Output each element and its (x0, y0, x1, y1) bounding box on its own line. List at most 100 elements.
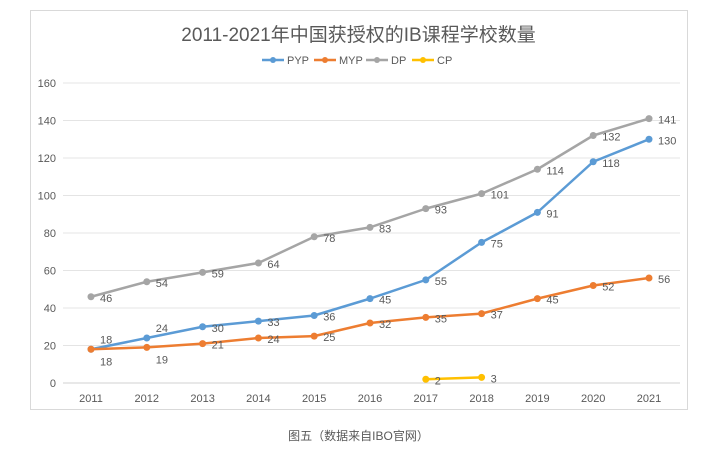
data-label-myp: 35 (435, 313, 447, 325)
data-label-cp: 3 (491, 373, 497, 385)
data-point-cp (422, 375, 430, 383)
data-label-dp: 46 (100, 293, 112, 305)
data-label-pyp: 33 (267, 317, 279, 329)
data-label-dp: 93 (435, 205, 447, 217)
chart-frame (30, 10, 688, 410)
data-point-pyp (254, 317, 262, 325)
series-line-pyp (90, 138, 650, 351)
data-point-pyp (589, 158, 597, 166)
data-point-dp (310, 233, 318, 241)
data-label-pyp: 118 (602, 158, 620, 170)
series-line-myp (90, 276, 650, 351)
x-tick-label: 2020 (581, 393, 605, 405)
data-point-myp (366, 319, 374, 327)
data-point-dp (143, 278, 151, 286)
y-tick-label: 160 (38, 78, 56, 90)
data-label-pyp: 30 (212, 323, 224, 335)
data-label-pyp: 55 (435, 276, 447, 288)
data-point-dp (589, 132, 597, 139)
data-point-myp (589, 282, 597, 289)
data-point-pyp (310, 312, 318, 319)
x-tick-label: 2012 (135, 393, 159, 405)
data-point-pyp (645, 135, 653, 143)
y-tick-label: 20 (44, 341, 56, 353)
y-tick-label: 0 (50, 378, 56, 390)
y-tick-label: 60 (44, 266, 56, 278)
data-label-pyp: 45 (379, 295, 391, 307)
data-label-pyp: 75 (491, 238, 503, 250)
data-label-dp: 59 (212, 268, 224, 280)
data-label-myp: 18 (100, 356, 112, 368)
data-label-myp: 37 (491, 310, 503, 322)
data-label-dp: 141 (658, 115, 676, 127)
y-tick-label: 120 (38, 153, 56, 165)
data-point-myp (254, 334, 262, 342)
legend-marker-cp (420, 57, 426, 63)
data-point-dp (366, 223, 374, 231)
data-label-myp: 45 (546, 295, 558, 307)
x-tick-label: 2013 (190, 393, 214, 405)
y-tick-label: 40 (44, 303, 56, 315)
x-tick-label: 2016 (358, 393, 382, 405)
legend-label-myp: MYP (339, 55, 363, 67)
x-tick-label: 2018 (469, 393, 493, 405)
series-line-cp (425, 376, 482, 381)
data-label-pyp: 130 (658, 135, 676, 147)
legend-label-pyp: PYP (287, 55, 309, 67)
data-label-myp: 25 (323, 332, 335, 344)
data-point-pyp (199, 323, 207, 331)
data-point-dp (533, 165, 541, 173)
data-point-pyp (533, 208, 541, 216)
data-point-dp (199, 268, 207, 276)
data-label-cp: 2 (435, 375, 441, 387)
x-tick-label: 2019 (525, 393, 549, 405)
legend-marker-dp (374, 57, 380, 63)
y-tick-label: 140 (38, 116, 56, 128)
data-label-pyp: 36 (323, 312, 335, 324)
data-point-dp (645, 115, 653, 123)
legend-label-cp: CP (437, 55, 452, 67)
data-point-myp (645, 274, 653, 282)
data-label-pyp: 18 (100, 334, 112, 346)
data-label-dp: 101 (491, 190, 509, 202)
data-label-dp: 64 (267, 259, 279, 271)
x-tick-label: 2014 (246, 393, 270, 405)
data-label-dp: 114 (546, 165, 564, 177)
x-tick-label: 2017 (414, 393, 438, 405)
chart-title: 2011-2021年中国获授权的IB课程学校数量 (181, 25, 536, 46)
data-label-pyp: 91 (546, 208, 558, 220)
data-point-myp (143, 343, 151, 351)
data-label-myp: 24 (267, 334, 279, 346)
data-point-dp (87, 293, 95, 301)
data-point-dp (254, 259, 262, 267)
data-label-pyp: 24 (156, 323, 168, 335)
data-point-myp (310, 332, 318, 340)
legend-label-dp: DP (391, 55, 406, 67)
data-point-myp (533, 295, 541, 303)
data-point-pyp (422, 276, 430, 284)
x-tick-label: 2021 (637, 393, 661, 405)
y-tick-label: 80 (44, 228, 56, 240)
data-point-dp (422, 205, 430, 213)
data-label-myp: 32 (379, 319, 391, 331)
data-point-pyp (478, 238, 486, 246)
data-point-pyp (143, 334, 151, 342)
data-label-myp: 21 (212, 340, 224, 352)
legend-marker-myp (322, 57, 328, 63)
data-label-dp: 54 (156, 278, 168, 290)
data-label-myp: 56 (658, 274, 670, 286)
data-point-dp (478, 190, 486, 198)
data-point-pyp (366, 295, 374, 303)
data-label-dp: 83 (379, 223, 391, 235)
legend-marker-pyp (270, 57, 276, 63)
x-tick-label: 2011 (79, 393, 103, 405)
data-point-cp (478, 373, 486, 381)
y-tick-label: 100 (38, 191, 56, 203)
data-point-myp (478, 310, 486, 318)
data-label-dp: 132 (602, 132, 620, 144)
data-label-myp: 52 (602, 282, 614, 294)
figure-caption: 图五（数据来自IBO官网） (288, 429, 429, 443)
x-tick-label: 2015 (302, 393, 326, 405)
